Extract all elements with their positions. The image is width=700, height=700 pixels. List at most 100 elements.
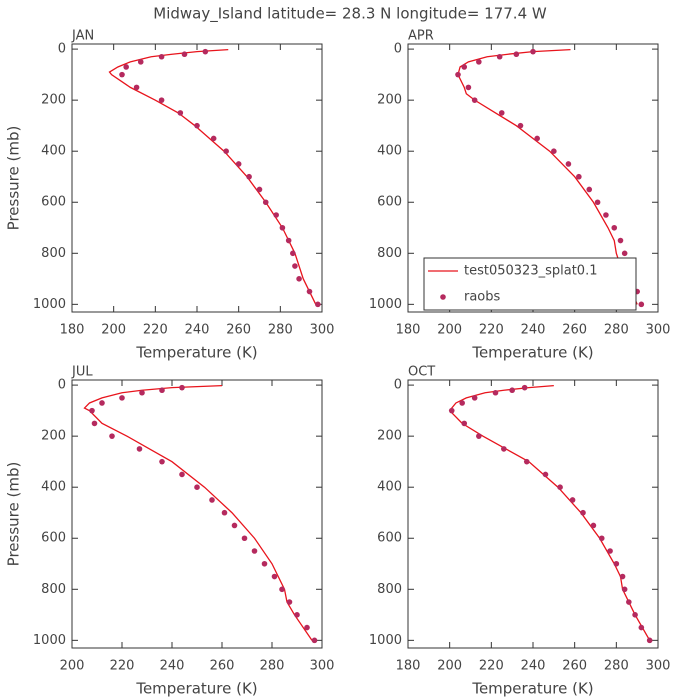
raob-point [273,212,279,218]
y-tick-label: 0 [394,378,402,393]
raob-point [261,560,268,567]
panel: OCT Temperature (K) 180 200 220 240 260 280 300 0… [369,365,671,698]
y-axis-label: Pressure (mb) [5,462,23,567]
raob-point [613,560,620,567]
y-tick-label: 1000 [33,297,66,312]
x-tick-label: 300 [310,659,335,674]
x-axis-label: Temperature (K) [471,344,593,362]
x-tick-label: 240 [521,323,546,338]
raob-point [311,637,318,644]
raob-point [619,573,626,580]
raob-point [123,64,129,70]
raob-point [91,420,98,427]
raob-point [194,122,200,129]
y-tick-label: 400 [377,480,402,495]
x-tick-label: 280 [604,323,629,338]
raob-point [476,433,482,439]
y-axis-label: Pressure (mb) [5,126,23,231]
raob-point [210,135,217,142]
plot-frame [71,379,323,649]
raob-point [99,400,105,406]
raob-point [194,484,200,491]
figure-title: Midway_Island latitude= 28.3 N longitude… [153,5,547,24]
y-tick-label: 600 [377,531,402,546]
raob-point [292,263,298,269]
raob-point [521,384,528,391]
raob-point [179,471,185,478]
y-tick-label: 200 [41,93,66,108]
raob-point [517,122,524,129]
raob-point [513,51,520,58]
raob-point [181,51,188,58]
raob-point [465,84,472,91]
raob-point [296,276,302,282]
x-tick-label: 220 [479,323,504,338]
raob-point [523,458,530,465]
raob-point [461,64,468,70]
raob-point [586,186,593,193]
x-axis-label: Temperature (K) [135,680,257,698]
raob-point [294,612,300,618]
raob-point [279,586,285,593]
raob-point [246,173,252,180]
y-tick-label: 0 [58,378,66,393]
raob-point [179,384,185,391]
x-tick-label: 240 [160,659,185,674]
raob-point [139,389,145,396]
raob-point [492,389,499,396]
raob-point [315,301,321,308]
raob-point [209,497,215,503]
raob-point [286,599,293,605]
y-tick-label: 1000 [33,633,66,648]
raob-point [455,71,461,78]
y-tick-label: 800 [41,582,66,597]
x-tick-label: 280 [260,659,285,674]
y-tick-label: 0 [58,42,66,57]
raob-point [551,148,557,154]
legend-label: test050323_splat0.1 [464,264,597,279]
x-axis-label: Temperature (K) [471,680,593,698]
raob-point [617,237,624,244]
x-tick-label: 200 [101,323,126,338]
y-tick-label: 800 [377,582,402,597]
raob-point [576,173,582,180]
x-tick-label: 300 [646,323,671,338]
raob-point [256,186,263,193]
raob-point [461,420,468,427]
raob-point [471,97,478,103]
x-tick-label: 200 [437,323,462,338]
raob-point [509,387,515,394]
plot-frame [407,379,659,649]
raob-point [590,522,597,529]
raob-point [285,237,292,244]
y-tick-label: 800 [377,246,402,261]
raob-point [603,212,609,218]
panel-label: OCT [408,365,435,380]
raob-point [271,573,278,580]
y-tick-label: 1000 [369,297,402,312]
raob-point [496,53,503,60]
x-tick-label: 260 [562,323,587,338]
raob-point [133,84,140,91]
raob-point [279,224,286,231]
y-tick-label: 600 [41,195,66,210]
x-axis-label: Temperature (K) [135,344,257,362]
legend-box [423,257,637,311]
raob-point [223,148,229,154]
y-tick-label: 200 [41,429,66,444]
raob-point [638,624,645,631]
x-tick-label: 240 [521,659,546,674]
x-tick-label: 260 [210,659,235,674]
y-tick-label: 400 [377,144,402,159]
raob-point [202,48,209,55]
raob-point [607,548,613,554]
raob-point [89,407,95,414]
x-tick-label: 220 [479,659,504,674]
raob-point [306,288,313,295]
raob-point [459,400,465,406]
panel-label: JAN [71,29,94,44]
raob-point [109,433,115,439]
raob-point [530,48,536,55]
x-tick-label: 300 [646,659,671,674]
panel-label: APR [408,29,434,44]
